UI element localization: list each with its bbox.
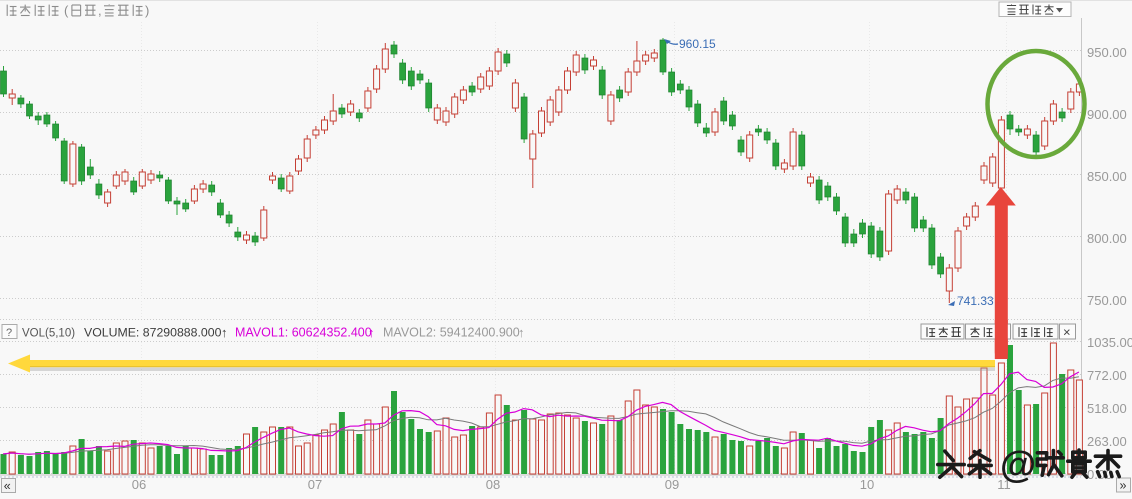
svg-text:,: ,: [98, 3, 102, 18]
svg-text:960.15: 960.15: [679, 37, 716, 51]
svg-text:»: »: [1120, 479, 1127, 493]
svg-text:MAVOL2: 59412400.900: MAVOL2: 59412400.900: [383, 326, 520, 340]
svg-text:VOL(5,10): VOL(5,10): [22, 328, 75, 340]
svg-text:518.00: 518.00: [1087, 401, 1127, 416]
svg-text:↑: ↑: [518, 325, 525, 340]
svg-text:900.00: 900.00: [1087, 107, 1127, 122]
svg-text:06: 06: [132, 477, 146, 492]
svg-text:07: 07: [308, 477, 322, 492]
svg-text:850.00: 850.00: [1087, 169, 1127, 184]
svg-text:?: ?: [6, 327, 12, 339]
svg-text:VOLUME: 87290888.000: VOLUME: 87290888.000: [84, 326, 222, 340]
svg-text:↑: ↑: [221, 325, 228, 340]
svg-text:«: «: [4, 479, 11, 493]
svg-text:(: (: [64, 3, 69, 18]
svg-text:741.33: 741.33: [957, 294, 994, 308]
svg-text:×: ×: [1063, 325, 1071, 340]
svg-text:263.00: 263.00: [1087, 434, 1127, 449]
svg-text:08: 08: [486, 477, 500, 492]
svg-text:09: 09: [665, 477, 679, 492]
svg-text:@: @: [1000, 444, 1036, 485]
svg-text:1035.00: 1035.00: [1087, 335, 1132, 350]
svg-text:800.00: 800.00: [1087, 231, 1127, 246]
svg-text:772.00: 772.00: [1087, 368, 1127, 383]
svg-text:11: 11: [997, 477, 1011, 492]
svg-text:MAVOL1: 60624352.400: MAVOL1: 60624352.400: [235, 326, 372, 340]
svg-text:↑: ↑: [368, 325, 375, 340]
svg-text:10: 10: [860, 477, 874, 492]
svg-text:750.00: 750.00: [1087, 293, 1127, 308]
svg-text:950.00: 950.00: [1087, 45, 1127, 60]
svg-text:): ): [145, 3, 149, 18]
